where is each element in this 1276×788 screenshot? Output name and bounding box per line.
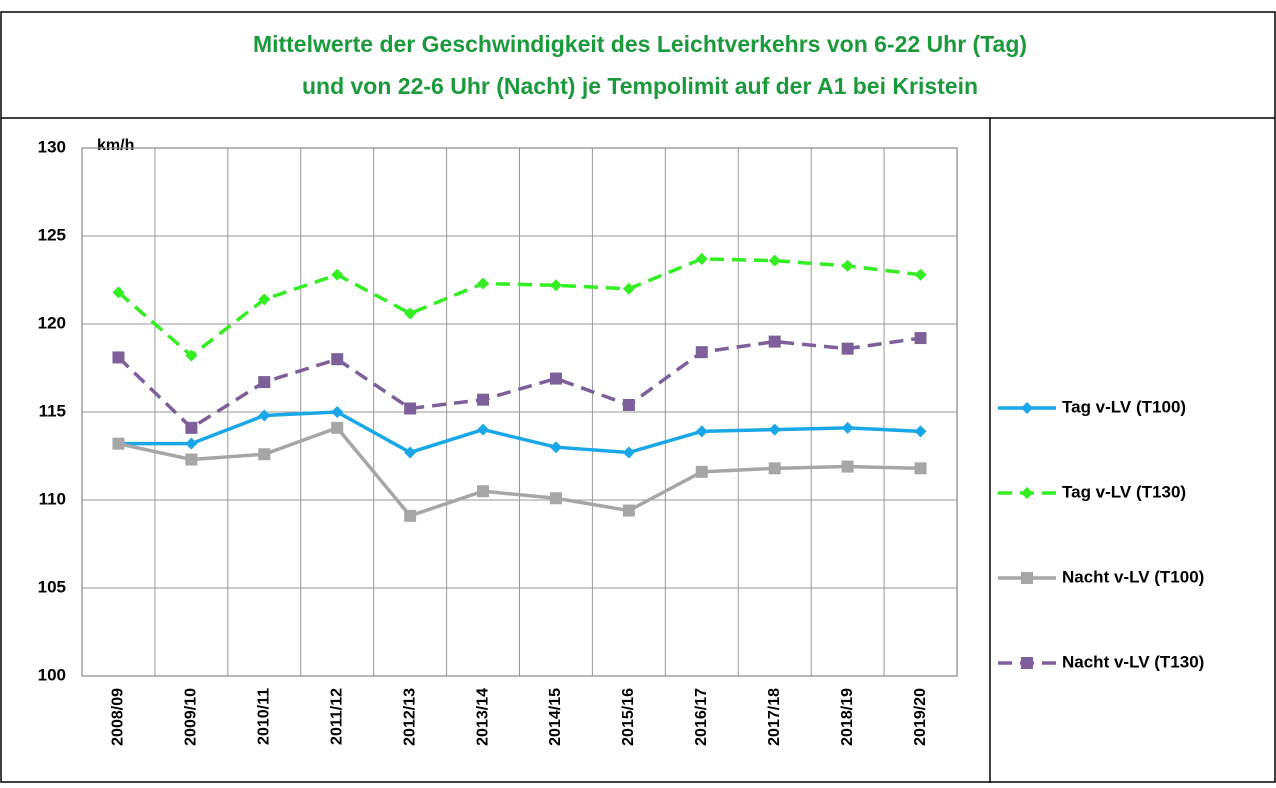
y-tick-label: 130: [38, 137, 66, 156]
marker: [331, 421, 344, 434]
x-tick-label: 2013/14: [474, 688, 491, 746]
marker: [477, 485, 490, 498]
legend-label: Tag v-LV (T130): [1062, 482, 1186, 501]
marker: [404, 509, 417, 522]
x-tick-label: 2014/15: [547, 688, 564, 746]
y-tick-label: 110: [39, 489, 66, 508]
marker: [331, 353, 344, 366]
marker: [622, 504, 635, 517]
marker: [404, 307, 417, 320]
marker: [477, 423, 490, 436]
marker: [549, 441, 562, 454]
marker: [331, 406, 344, 418]
marker: [914, 462, 927, 475]
marker: [841, 259, 854, 272]
marker: [768, 423, 781, 436]
marker: [622, 446, 635, 459]
x-tick-label: 2009/10: [183, 688, 200, 746]
legend-label: Nacht v-LV (T100): [1062, 567, 1204, 586]
x-tick-label: 2010/11: [256, 688, 273, 745]
legend-label: Nacht v-LV (T130): [1062, 652, 1204, 671]
plot-area: [81, 147, 958, 677]
y-tick-label: 120: [38, 313, 66, 332]
marker: [331, 268, 344, 281]
marker: [768, 335, 781, 348]
marker: [404, 402, 417, 415]
marker: [695, 465, 708, 478]
marker: [549, 372, 562, 385]
marker: [185, 453, 198, 466]
marker: [1021, 487, 1033, 499]
marker: [258, 448, 271, 461]
series-line: [117, 336, 921, 431]
series-line: [118, 425, 921, 518]
series-line: [117, 257, 921, 358]
x-tick-label: 2019/20: [912, 688, 929, 746]
marker: [477, 277, 490, 290]
marker: [622, 398, 635, 411]
marker: [112, 437, 125, 450]
marker: [549, 492, 562, 505]
marker: [695, 346, 708, 359]
x-tick-label: 2012/13: [401, 688, 418, 746]
marker: [768, 462, 781, 475]
marker: [549, 279, 562, 292]
marker: [1021, 572, 1033, 584]
marker: [185, 421, 198, 434]
frame: [0, 11, 1276, 783]
chart-title: Mittelwerte der Geschwindigkeit des Leic…: [253, 31, 1027, 57]
marker: [914, 268, 927, 281]
y-axis-unit: km/h: [97, 137, 134, 154]
marker: [768, 254, 781, 267]
y-tick-label: 105: [38, 577, 66, 596]
marker: [841, 342, 854, 355]
marker: [404, 446, 417, 459]
marker: [112, 286, 125, 299]
x-tick-label: 2015/16: [620, 688, 637, 746]
marker: [1021, 402, 1033, 414]
x-tick-label: 2017/18: [766, 688, 783, 746]
marker: [695, 425, 708, 438]
marker: [914, 425, 927, 438]
y-tick-label: 115: [39, 401, 66, 420]
x-tick-label: 2008/09: [110, 688, 127, 746]
marker: [622, 282, 635, 295]
marker: [185, 349, 198, 362]
series-line: [118, 410, 921, 455]
marker: [841, 460, 854, 473]
marker: [258, 409, 271, 422]
marker: [258, 376, 271, 389]
marker: [695, 252, 708, 265]
marker: [258, 293, 271, 306]
y-tick-label: 100: [38, 665, 66, 684]
chart-title: und von 22-6 Uhr (Nacht) je Tempolimit a…: [302, 73, 978, 99]
marker: [477, 393, 490, 406]
y-tick-label: 125: [38, 225, 66, 244]
legend-label: Tag v-LV (T100): [1062, 397, 1186, 416]
x-tick-label: 2018/19: [839, 688, 856, 746]
marker: [112, 351, 125, 364]
marker: [185, 437, 198, 450]
x-tick-label: 2016/17: [693, 688, 710, 746]
x-tick-label: 2011/12: [328, 688, 345, 745]
marker: [841, 421, 854, 434]
marker: [1021, 657, 1033, 669]
marker: [914, 332, 927, 345]
